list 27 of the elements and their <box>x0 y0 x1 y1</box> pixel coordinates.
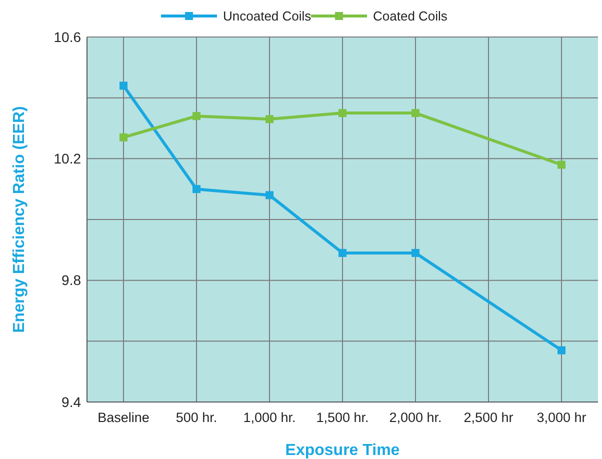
point <box>412 109 420 118</box>
x-axis-title: Exposure Time <box>285 442 400 459</box>
point <box>120 82 128 90</box>
point <box>558 160 566 169</box>
x-tick-label: 1,500 hr. <box>316 410 369 425</box>
point <box>192 112 200 120</box>
point <box>266 115 274 124</box>
x-tick-label: 3,000 hr <box>536 410 587 425</box>
point <box>338 109 346 118</box>
y-tick-label: 9.4 <box>62 394 82 410</box>
legend-label: Uncoated Coils <box>223 8 312 24</box>
point <box>558 346 566 354</box>
point <box>266 191 274 200</box>
x-tick-label: 1,000 hr. <box>243 410 296 425</box>
point <box>412 248 420 257</box>
point <box>120 133 128 142</box>
y-axis-title: Energy Efficiency Ratio (EER) <box>11 106 28 333</box>
y-tick-label: 9.8 <box>62 272 82 288</box>
legend-label: Coated Coils <box>373 8 448 24</box>
point <box>338 248 346 257</box>
y-tick-label: 10.6 <box>54 28 82 45</box>
x-tick-label: 2,000 hr. <box>389 410 442 425</box>
point <box>192 185 200 194</box>
x-tick-label: Baseline <box>98 410 150 425</box>
x-tick-label: 2,500 hr <box>464 410 514 425</box>
y-tick-label: 10.2 <box>54 150 82 167</box>
x-tick-label: 500 hr. <box>176 410 218 425</box>
